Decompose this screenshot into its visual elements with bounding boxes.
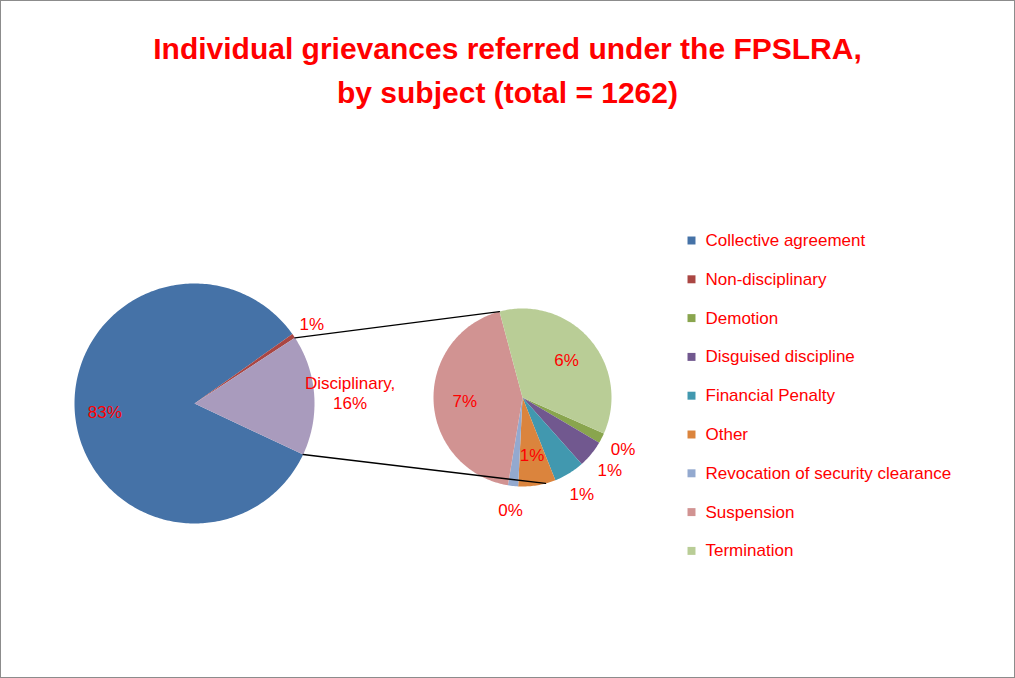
- svg-text:Disciplinary,16%: Disciplinary,16%: [305, 374, 395, 413]
- svg-text:1%: 1%: [570, 485, 595, 504]
- svg-text:0%: 0%: [611, 440, 636, 459]
- svg-text:1%: 1%: [597, 461, 622, 480]
- svg-text:1%: 1%: [300, 315, 325, 334]
- svg-text:Financial Penalty: Financial Penalty: [706, 386, 836, 405]
- svg-text:Demotion: Demotion: [706, 309, 779, 328]
- svg-text:6%: 6%: [554, 351, 579, 370]
- html-text:Individual grievances referred: Individual grievances referred under the…: [153, 32, 862, 109]
- svg-text:83%: 83%: [88, 403, 122, 422]
- svg-text:0%: 0%: [498, 501, 523, 520]
- svg-text:Suspension: Suspension: [706, 503, 795, 522]
- svg-text:1%: 1%: [520, 446, 545, 465]
- svg-text:Collective agreement: Collective agreement: [706, 231, 866, 250]
- svg-text:Revocation of security clearan: Revocation of security clearance: [706, 464, 952, 483]
- svg-text:7%: 7%: [452, 392, 477, 411]
- svg-text:Non-disciplinary: Non-disciplinary: [706, 270, 827, 289]
- svg-text:Disguised discipline: Disguised discipline: [706, 347, 855, 366]
- svg-text:Other: Other: [706, 425, 749, 444]
- svg-text:Termination: Termination: [706, 541, 794, 560]
